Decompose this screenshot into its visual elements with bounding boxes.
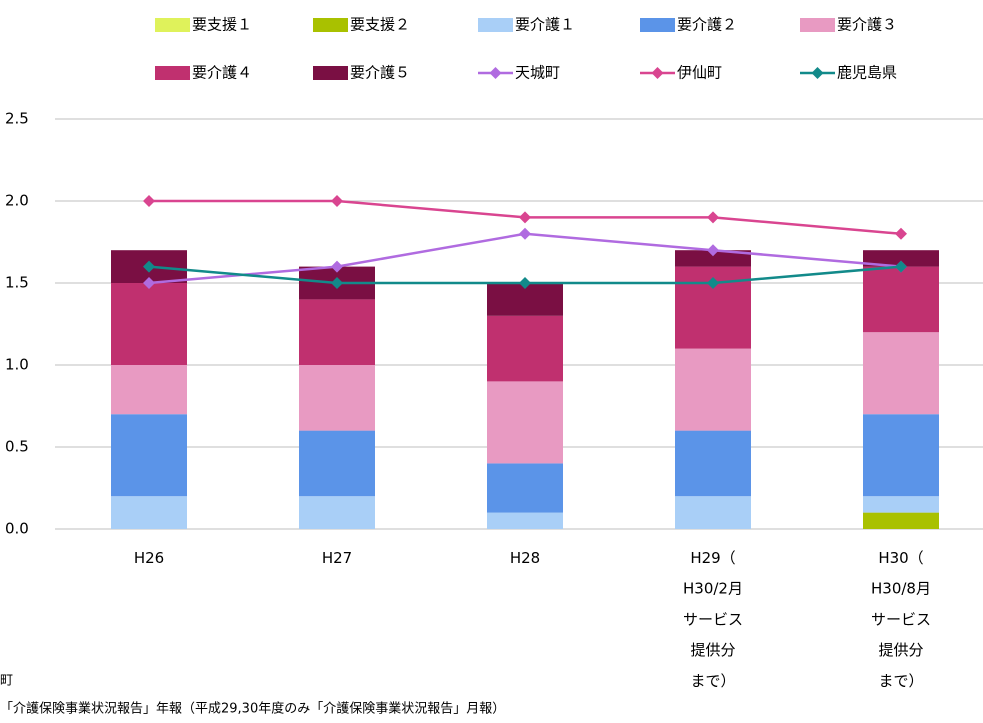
bar-segment	[863, 332, 939, 415]
x-tick-label: H30（ H30/8月サービス提供分まで）	[871, 549, 931, 690]
x-tick-label: H26	[134, 549, 164, 567]
bar-segment	[675, 496, 751, 529]
legend-swatch	[155, 18, 190, 32]
line-marker	[707, 211, 719, 224]
legend-label: 要介護３	[837, 16, 897, 34]
legend-label: 要支援１	[192, 16, 252, 34]
bar-segment	[299, 365, 375, 431]
line-marker	[331, 277, 343, 289]
line-marker	[143, 260, 155, 273]
bar-segment	[487, 381, 563, 464]
y-tick-label: 1.5	[5, 274, 29, 292]
line-marker	[143, 195, 155, 207]
x-tick-label: H28	[510, 549, 540, 567]
bar-segment	[299, 496, 375, 529]
legend-label: 要介護２	[677, 16, 737, 34]
x-tick-label: H27	[322, 549, 352, 567]
legend-label: 要介護５	[350, 64, 410, 82]
bar-segment	[675, 250, 751, 267]
legend-label: 鹿児島県	[837, 64, 897, 82]
bar-segment	[111, 496, 187, 529]
line-marker	[895, 260, 907, 273]
line-marker	[519, 277, 531, 289]
line-marker	[895, 227, 907, 240]
bar-segment	[299, 430, 375, 497]
bar-segment	[863, 414, 939, 497]
legend-label: 伊仙町	[677, 64, 722, 82]
legend-swatch	[478, 18, 513, 32]
y-tick-label: 1.0	[5, 356, 29, 374]
bar-segment	[863, 512, 939, 529]
line-marker	[519, 227, 531, 240]
y-tick-label: 0.5	[5, 438, 29, 456]
legend-label: 要介護１	[515, 16, 575, 34]
legend-label: 要支援２	[350, 16, 410, 34]
legend-marker	[651, 67, 664, 79]
bar-segment	[863, 496, 939, 513]
x-tick-label: H29（ H30/2月サービス提供分まで）	[683, 549, 743, 690]
legend-label: 要介護４	[192, 64, 252, 82]
bar-segment	[487, 315, 563, 382]
bar-segment	[111, 365, 187, 415]
bar-segment	[111, 283, 187, 365]
bar-segment	[299, 299, 375, 365]
legend-label: 天城町	[515, 64, 560, 82]
y-tick-label: 2.5	[5, 110, 29, 128]
bar-segment	[111, 414, 187, 497]
line-marker	[143, 277, 155, 289]
note: 町	[0, 674, 13, 689]
line-marker	[331, 260, 343, 273]
line-marker	[707, 244, 719, 257]
line-marker	[707, 277, 719, 289]
bar-segment	[675, 348, 751, 431]
bar-segment	[487, 512, 563, 529]
y-tick-label: 2.0	[5, 192, 29, 210]
legend-swatch	[640, 18, 675, 32]
bar-segment	[675, 430, 751, 497]
bar-segment	[863, 250, 939, 267]
bar-segment	[863, 266, 939, 333]
line-marker	[331, 195, 343, 207]
legend-swatch	[800, 18, 835, 32]
note: 「介護保険事業状況報告」年報（平成29,30年度のみ「介護保険事業状況報告」月報…	[0, 701, 505, 717]
legend-swatch	[155, 66, 190, 80]
legend-marker	[489, 67, 502, 79]
y-tick-label: 0.0	[5, 520, 29, 538]
legend-swatch	[313, 18, 348, 32]
line-marker	[519, 211, 531, 224]
legend-swatch	[313, 66, 348, 80]
legend-marker	[811, 67, 824, 79]
bar-segment	[487, 463, 563, 513]
